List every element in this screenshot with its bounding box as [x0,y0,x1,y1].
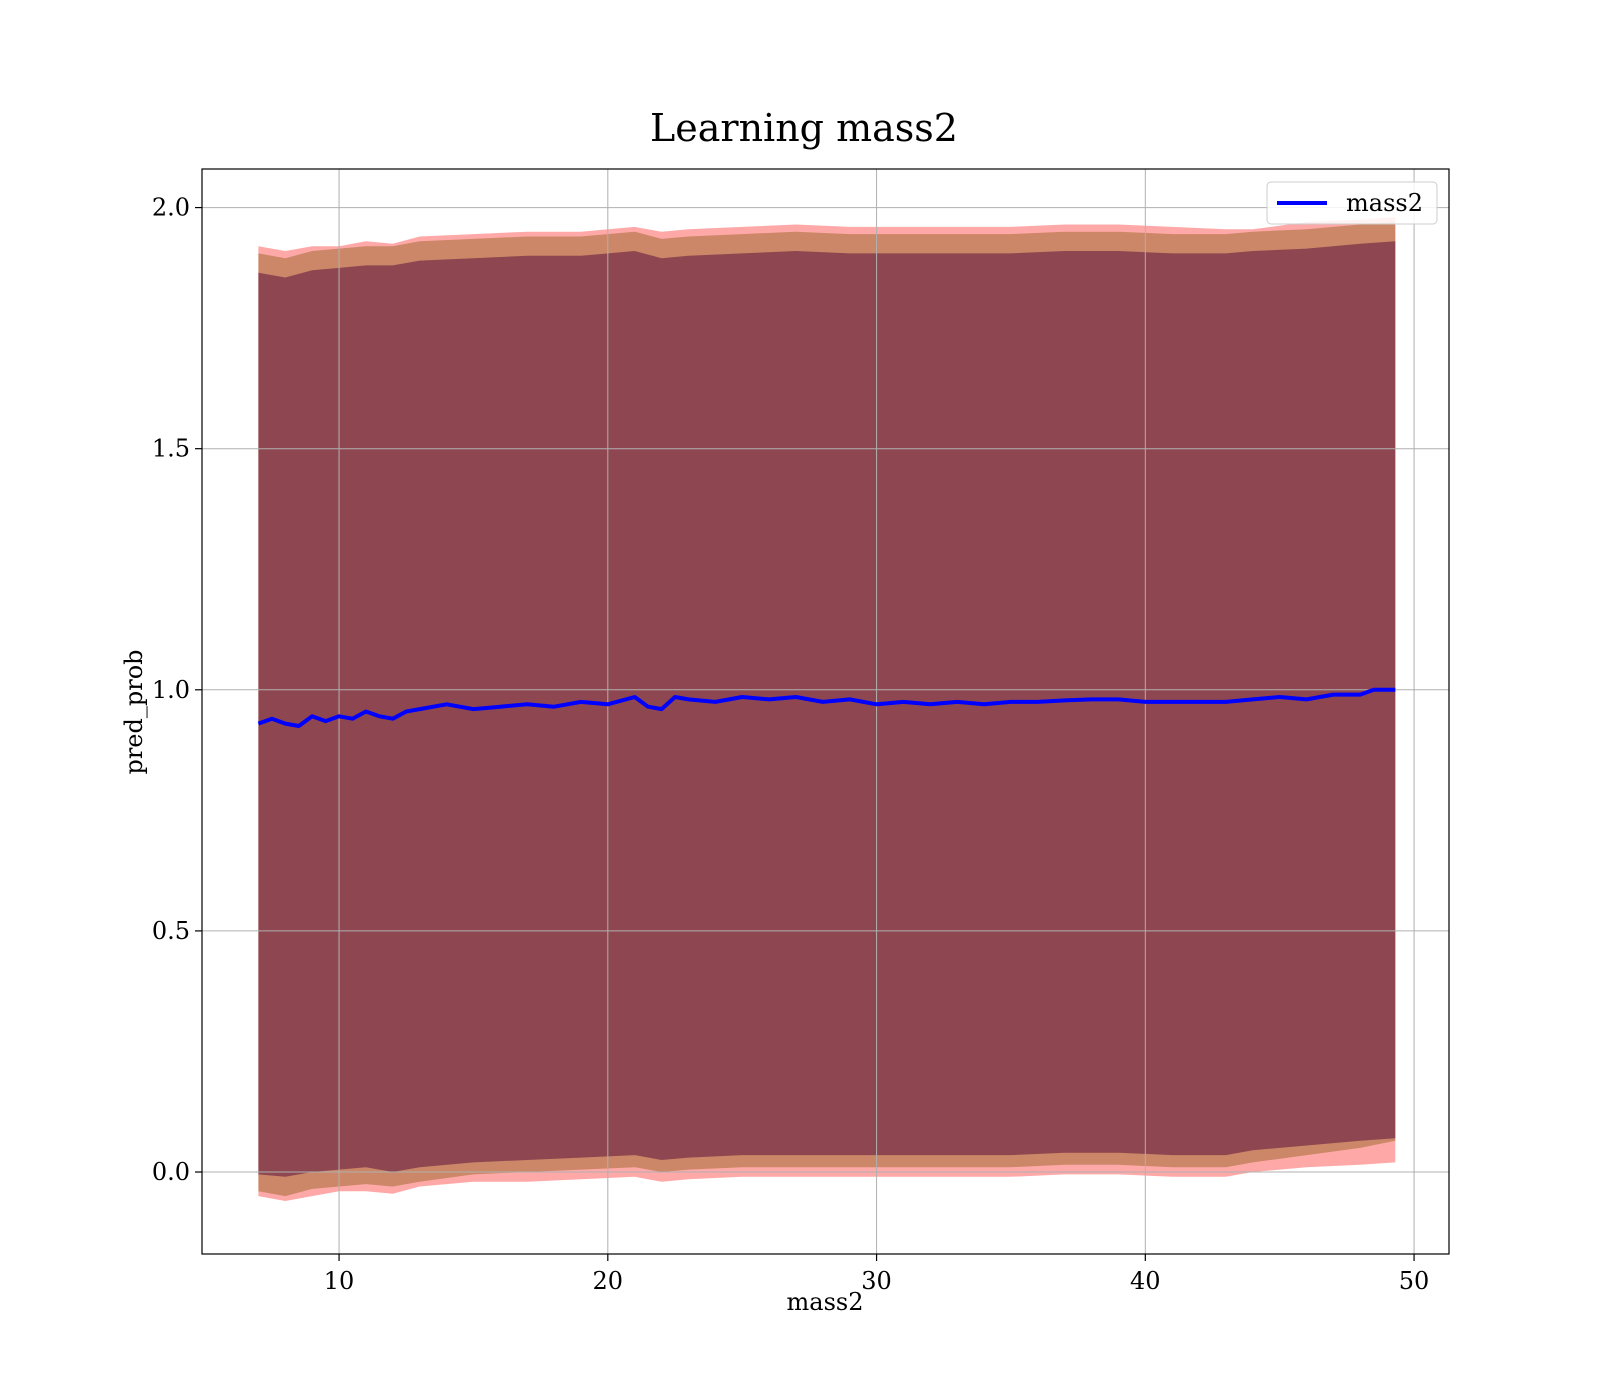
x-tick-label-1: 20 [593,1267,624,1295]
y-tick-label-1: 0.5 [152,917,190,945]
series-line-mass2 [257,687,1396,728]
band-inner [258,241,1396,1177]
y-tick-label-4: 2.0 [152,194,190,222]
legend: mass2 [1266,181,1438,225]
x-tick-label-0: 10 [324,1267,355,1295]
grid-lines [202,169,1449,1254]
plot-frame [201,168,1450,1255]
chart-title: Learning mass2 [650,106,958,150]
x-tick-label-4: 50 [1399,1267,1430,1295]
legend-box [1266,181,1438,225]
plot-area [201,168,1450,1255]
legend-label-mass2: mass2 [1346,189,1423,217]
x-tick-label-2: 30 [861,1267,892,1295]
confidence-bands [258,217,1396,1201]
y-tick-label-0: 0.0 [152,1158,190,1186]
y-axis-ticks: 0.0 0.5 1.0 1.5 2.0 [152,194,202,1186]
x-axis-label: mass2 [787,1288,864,1316]
x-tick-label-3: 40 [1130,1267,1161,1295]
series-lines [257,687,1396,728]
x-axis-ticks: 10 20 30 40 50 [324,1254,1430,1295]
y-tick-label-3: 1.5 [152,435,190,463]
y-tick-label-2: 1.0 [152,676,190,704]
y-axis-label: pred_prob [120,649,148,774]
